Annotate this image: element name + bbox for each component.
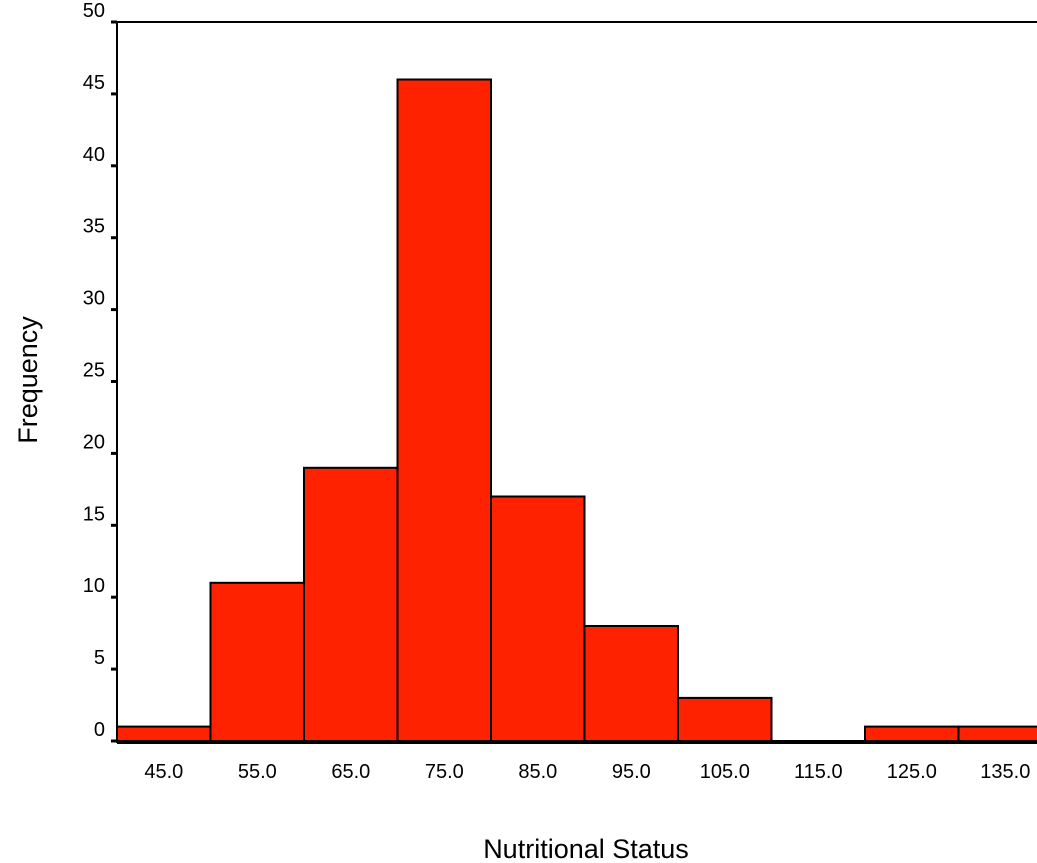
y-tick-label-5: 5 (94, 647, 105, 669)
y-tick-label-0: 0 (94, 719, 105, 741)
x-tick-label-95.0: 95.0 (612, 761, 651, 783)
y-tick-label-25: 25 (83, 360, 105, 382)
x-tick-label-45.0: 45.0 (144, 761, 183, 783)
x-tick-label-135.0: 135.0 (980, 761, 1030, 783)
histogram-bar-55.0 (209, 581, 305, 742)
histogram-bar-125.0 (864, 725, 960, 742)
x-tick-label-85.0: 85.0 (518, 761, 557, 783)
x-tick-label-115.0: 115.0 (794, 761, 843, 783)
y-tick-label-30: 30 (83, 288, 105, 310)
y-tick-label-35: 35 (83, 216, 105, 238)
y-tick-label-40: 40 (83, 144, 105, 166)
x-tick-label-75.0: 75.0 (425, 761, 464, 783)
histogram-bar-135.0 (957, 725, 1037, 742)
bars (116, 78, 1037, 743)
x-tick-label-105.0: 105.0 (700, 761, 750, 783)
x-tick-label-55.0: 55.0 (238, 761, 277, 783)
y-tick-label-20: 20 (83, 431, 105, 453)
x-axis-title: Nutritional Status (483, 834, 689, 863)
y-axis-title: Frequency (13, 316, 43, 444)
y-tick-label-45: 45 (83, 72, 105, 94)
histogram-bar-105.0 (677, 696, 773, 743)
y-tick-label-10: 10 (83, 575, 105, 597)
x-tick-label-125.0: 125.0 (887, 761, 937, 783)
y-tick-label-15: 15 (83, 503, 105, 525)
y-tick-label-50: 50 (83, 0, 105, 22)
x-tick-label-65.0: 65.0 (331, 761, 370, 783)
y-axis-ticks: 0 5 10 15 20 25 30 35 40 45 50 (83, 0, 117, 743)
histogram-bar-85.0 (490, 495, 586, 742)
histogram-bar-75.0 (396, 78, 492, 742)
x-axis-ticks: 45.0 55.0 65.0 75.0 85.0 95.0 105.0 115.0 125.0 1… (144, 761, 1030, 783)
histogram-bar-45.0 (116, 725, 212, 742)
histogram-bar-95.0 (583, 625, 679, 742)
histogram-bar-65.0 (303, 466, 399, 742)
